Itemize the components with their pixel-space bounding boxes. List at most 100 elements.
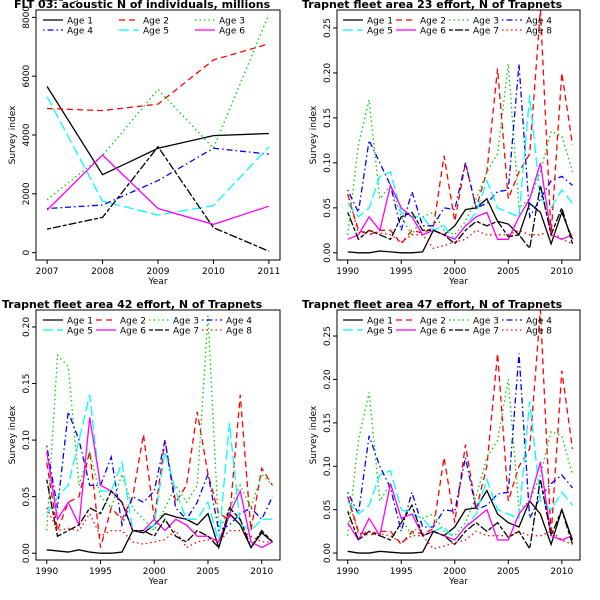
x-axis-label: Year <box>147 577 167 587</box>
series-line-1 <box>46 86 269 176</box>
x-axis-label: Year <box>448 277 468 287</box>
series-line-5 <box>46 96 270 216</box>
y-tick-label: 0.00 <box>22 543 32 563</box>
legend-label: Age 2 <box>143 17 169 27</box>
legend-label: Age 5 <box>367 27 393 37</box>
x-tick-label: 2010 <box>550 567 573 577</box>
legend-label: Age 4 <box>67 27 93 37</box>
legend-label: Age 6 <box>219 27 245 37</box>
x-tick-label: 2011 <box>257 267 280 277</box>
chart-title: Trapnet fleet area 23 effort, N of Trapn… <box>302 0 563 11</box>
legend-label: Age 1 <box>367 317 393 327</box>
series-line-8 <box>347 194 573 250</box>
chart-title: FLT 03: acoustic N of individuals, milli… <box>14 0 271 11</box>
series-line-6 <box>46 417 273 549</box>
y-tick-label: 0.15 <box>323 108 333 128</box>
legend-label: Age 6 <box>120 327 146 337</box>
x-tick-label: 2000 <box>443 567 466 577</box>
legend-label: Age 6 <box>420 27 446 37</box>
legend-label: Age 5 <box>143 27 169 37</box>
y-tick-label: 0.25 <box>323 18 333 38</box>
y-tick-label: 0.10 <box>323 153 333 173</box>
y-axis-label: Survey index <box>8 405 18 464</box>
legend-label: Age 5 <box>367 327 393 337</box>
y-tick-label: 8000 <box>22 6 32 29</box>
x-tick-label: 2007 <box>36 267 59 277</box>
legend-label: Age 5 <box>67 327 93 337</box>
series-line-6 <box>347 162 573 241</box>
y-tick-label: 0.00 <box>323 543 333 563</box>
x-tick-label: 1995 <box>390 267 413 277</box>
legend: Age 1 Age 2 Age 3 Age 4 Age 5 Age 6 Age 7 Age 8 <box>343 17 552 37</box>
legend-label: Age 1 <box>367 17 393 27</box>
legend-label: Age 2 <box>120 317 146 327</box>
y-tick-label: 6000 <box>22 64 32 87</box>
series-line-5 <box>46 394 273 543</box>
legend-label: Age 8 <box>226 327 252 337</box>
y-axis-label: Survey index <box>309 405 319 464</box>
chart-panel-3: Trapnet fleet area 42 effort, N of Trapn… <box>2 298 281 587</box>
legend-label: Age 4 <box>526 317 552 327</box>
x-tick-label: 2005 <box>197 567 220 577</box>
series-line-7 <box>46 479 273 550</box>
x-tick-label: 2010 <box>202 267 225 277</box>
y-tick-label: 0.20 <box>323 63 333 83</box>
y-tick-label: 0.25 <box>323 326 333 346</box>
chart-panel-4: Trapnet fleet area 47 effort, N of Trapn… <box>302 298 581 587</box>
y-axis-label: Survey index <box>8 105 18 164</box>
x-tick-label: 1995 <box>89 567 112 577</box>
legend-label: Age 3 <box>173 317 199 327</box>
y-tick-label: 4000 <box>22 123 32 146</box>
x-tick-label: 2010 <box>250 567 273 577</box>
legend-label: Age 2 <box>420 317 446 327</box>
plot-frame <box>336 9 581 261</box>
y-tick-label: 0.05 <box>22 487 32 507</box>
chart-panel-1: FLT 03: acoustic N of individuals, milli… <box>8 0 281 287</box>
legend-label: Age 7 <box>473 27 499 37</box>
x-tick-label: 2000 <box>443 267 466 277</box>
y-tick-label: 0.00 <box>323 243 333 263</box>
x-tick-label: 2010 <box>550 267 573 277</box>
chart-panel-2: Trapnet fleet area 23 effort, N of Trapn… <box>302 0 581 287</box>
legend-label: Age 3 <box>473 317 499 327</box>
series-line-3 <box>46 315 273 532</box>
series-line-3 <box>347 379 574 537</box>
series-line-7 <box>347 479 574 551</box>
plot-frame <box>336 309 581 561</box>
y-tick-label: 0.20 <box>22 317 32 337</box>
x-tick-label: 1990 <box>336 567 359 577</box>
series-line-6 <box>347 461 573 542</box>
legend-label: Age 4 <box>226 317 252 327</box>
y-tick-label: 0 <box>22 250 32 256</box>
y-tick-label: 0.05 <box>323 500 333 520</box>
series-line-4 <box>47 147 269 210</box>
legend-label: Age 4 <box>526 17 552 27</box>
legend-label: Age 7 <box>67 0 93 3</box>
y-tick-label: 0.10 <box>22 430 32 450</box>
series-line-8 <box>46 507 273 549</box>
x-tick-label: 2009 <box>147 267 170 277</box>
y-tick-label: 0.20 <box>323 369 333 389</box>
y-tick-label: 2000 <box>22 182 32 205</box>
series-group <box>347 10 574 254</box>
series-line-7 <box>46 145 270 252</box>
legend-label: Age 3 <box>473 17 499 27</box>
x-tick-label: 1995 <box>390 567 413 577</box>
y-axis-label: Survey index <box>309 105 319 164</box>
series-line-4 <box>46 411 274 532</box>
x-tick-label: 2005 <box>497 267 520 277</box>
x-tick-label: 2008 <box>91 267 114 277</box>
x-axis-label: Year <box>147 277 167 287</box>
series-line-4 <box>347 63 573 231</box>
y-tick-label: 0.15 <box>323 413 333 433</box>
legend-label: Age 6 <box>420 327 446 337</box>
chart-title: Trapnet fleet area 47 effort, N of Trapn… <box>302 298 563 311</box>
series-line-6 <box>46 154 270 226</box>
legend-label: Age 3 <box>219 17 245 27</box>
y-tick-label: 0.05 <box>323 198 333 218</box>
series-line-2 <box>47 43 270 112</box>
legend-label: Age 1 <box>67 17 93 27</box>
x-tick-label: 1990 <box>336 267 359 277</box>
